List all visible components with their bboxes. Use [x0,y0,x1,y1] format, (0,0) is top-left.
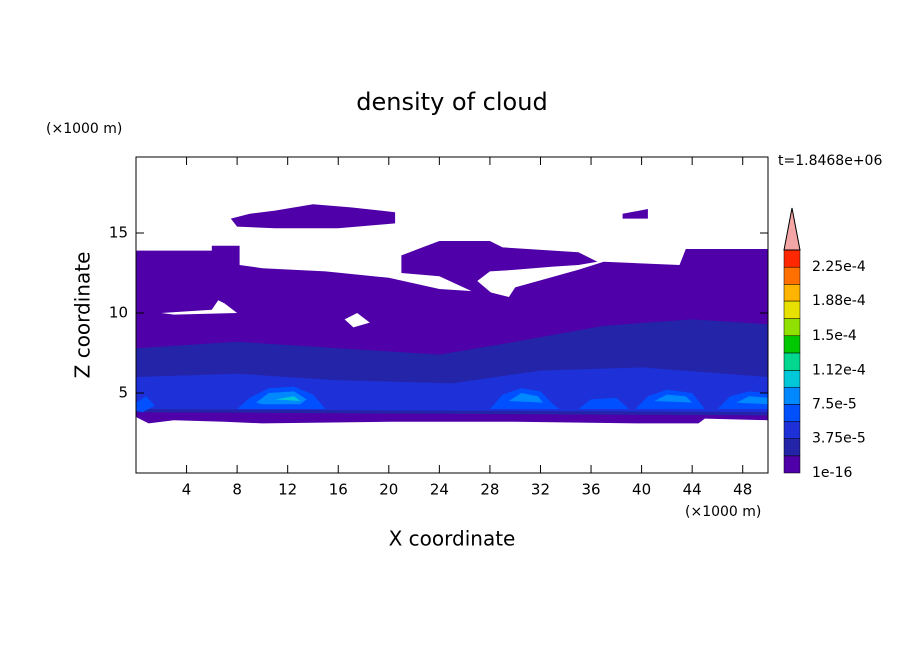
colorbar-band [783,421,801,439]
colorbar-label: 1.88e-4 [812,293,866,309]
x-tick-label: 12 [278,481,297,499]
contour-region [401,241,598,297]
chart-title: density of cloud [356,88,547,116]
colorbar-band [783,335,801,354]
x-tick-label: 16 [329,481,348,499]
colorbar-band [783,266,801,285]
colorbar-band [783,318,801,337]
colorbar-band [783,438,801,457]
contour-region [275,396,301,401]
x-tick-label: 36 [581,481,600,499]
colorbar-band [783,386,801,405]
x-tick-label: 44 [683,481,702,499]
colorbar-band [783,352,801,371]
x-unit: (×1000 m) [685,504,761,520]
plot-frame [135,156,769,474]
contour-region [622,209,648,219]
colorbar-label: 1.12e-4 [812,363,866,379]
y-tick-label: 5 [118,384,128,402]
colorbar-label: 1.5e-4 [812,328,857,344]
colorbar-band [783,300,801,319]
colorbar-band [783,284,801,302]
y-axis-title: Z coordinate [71,252,95,379]
x-tick-label: 40 [632,481,651,499]
x-tick-label: 24 [430,481,449,499]
colorbar-band [783,455,801,474]
colorbar-band [783,370,801,388]
x-tick-label: 48 [733,481,752,499]
colorbar-band [783,404,801,422]
colorbar-label: 3.75e-5 [812,431,866,447]
colorbar-label: 7.5e-5 [812,396,857,412]
y-tick-label: 15 [109,224,128,242]
x-tick-label: 28 [480,481,499,499]
y-tick-label: 10 [109,304,128,322]
contour-region [230,204,396,229]
contour-region [256,391,768,405]
x-tick-label: 20 [379,481,398,499]
y-unit: (×1000 m) [46,121,122,137]
x-tick-label: 32 [531,481,550,499]
time-label: t=1.8468e+06 [778,153,882,169]
colorbar-label: 2.25e-4 [812,259,866,275]
x-tick-label: 4 [182,481,192,499]
colorbar-label: 1e-16 [812,465,852,481]
x-axis-title: X coordinate [389,527,516,551]
colorbar-extend [783,207,801,251]
x-tick-label: 8 [232,481,242,499]
colorbar-band [783,249,801,268]
